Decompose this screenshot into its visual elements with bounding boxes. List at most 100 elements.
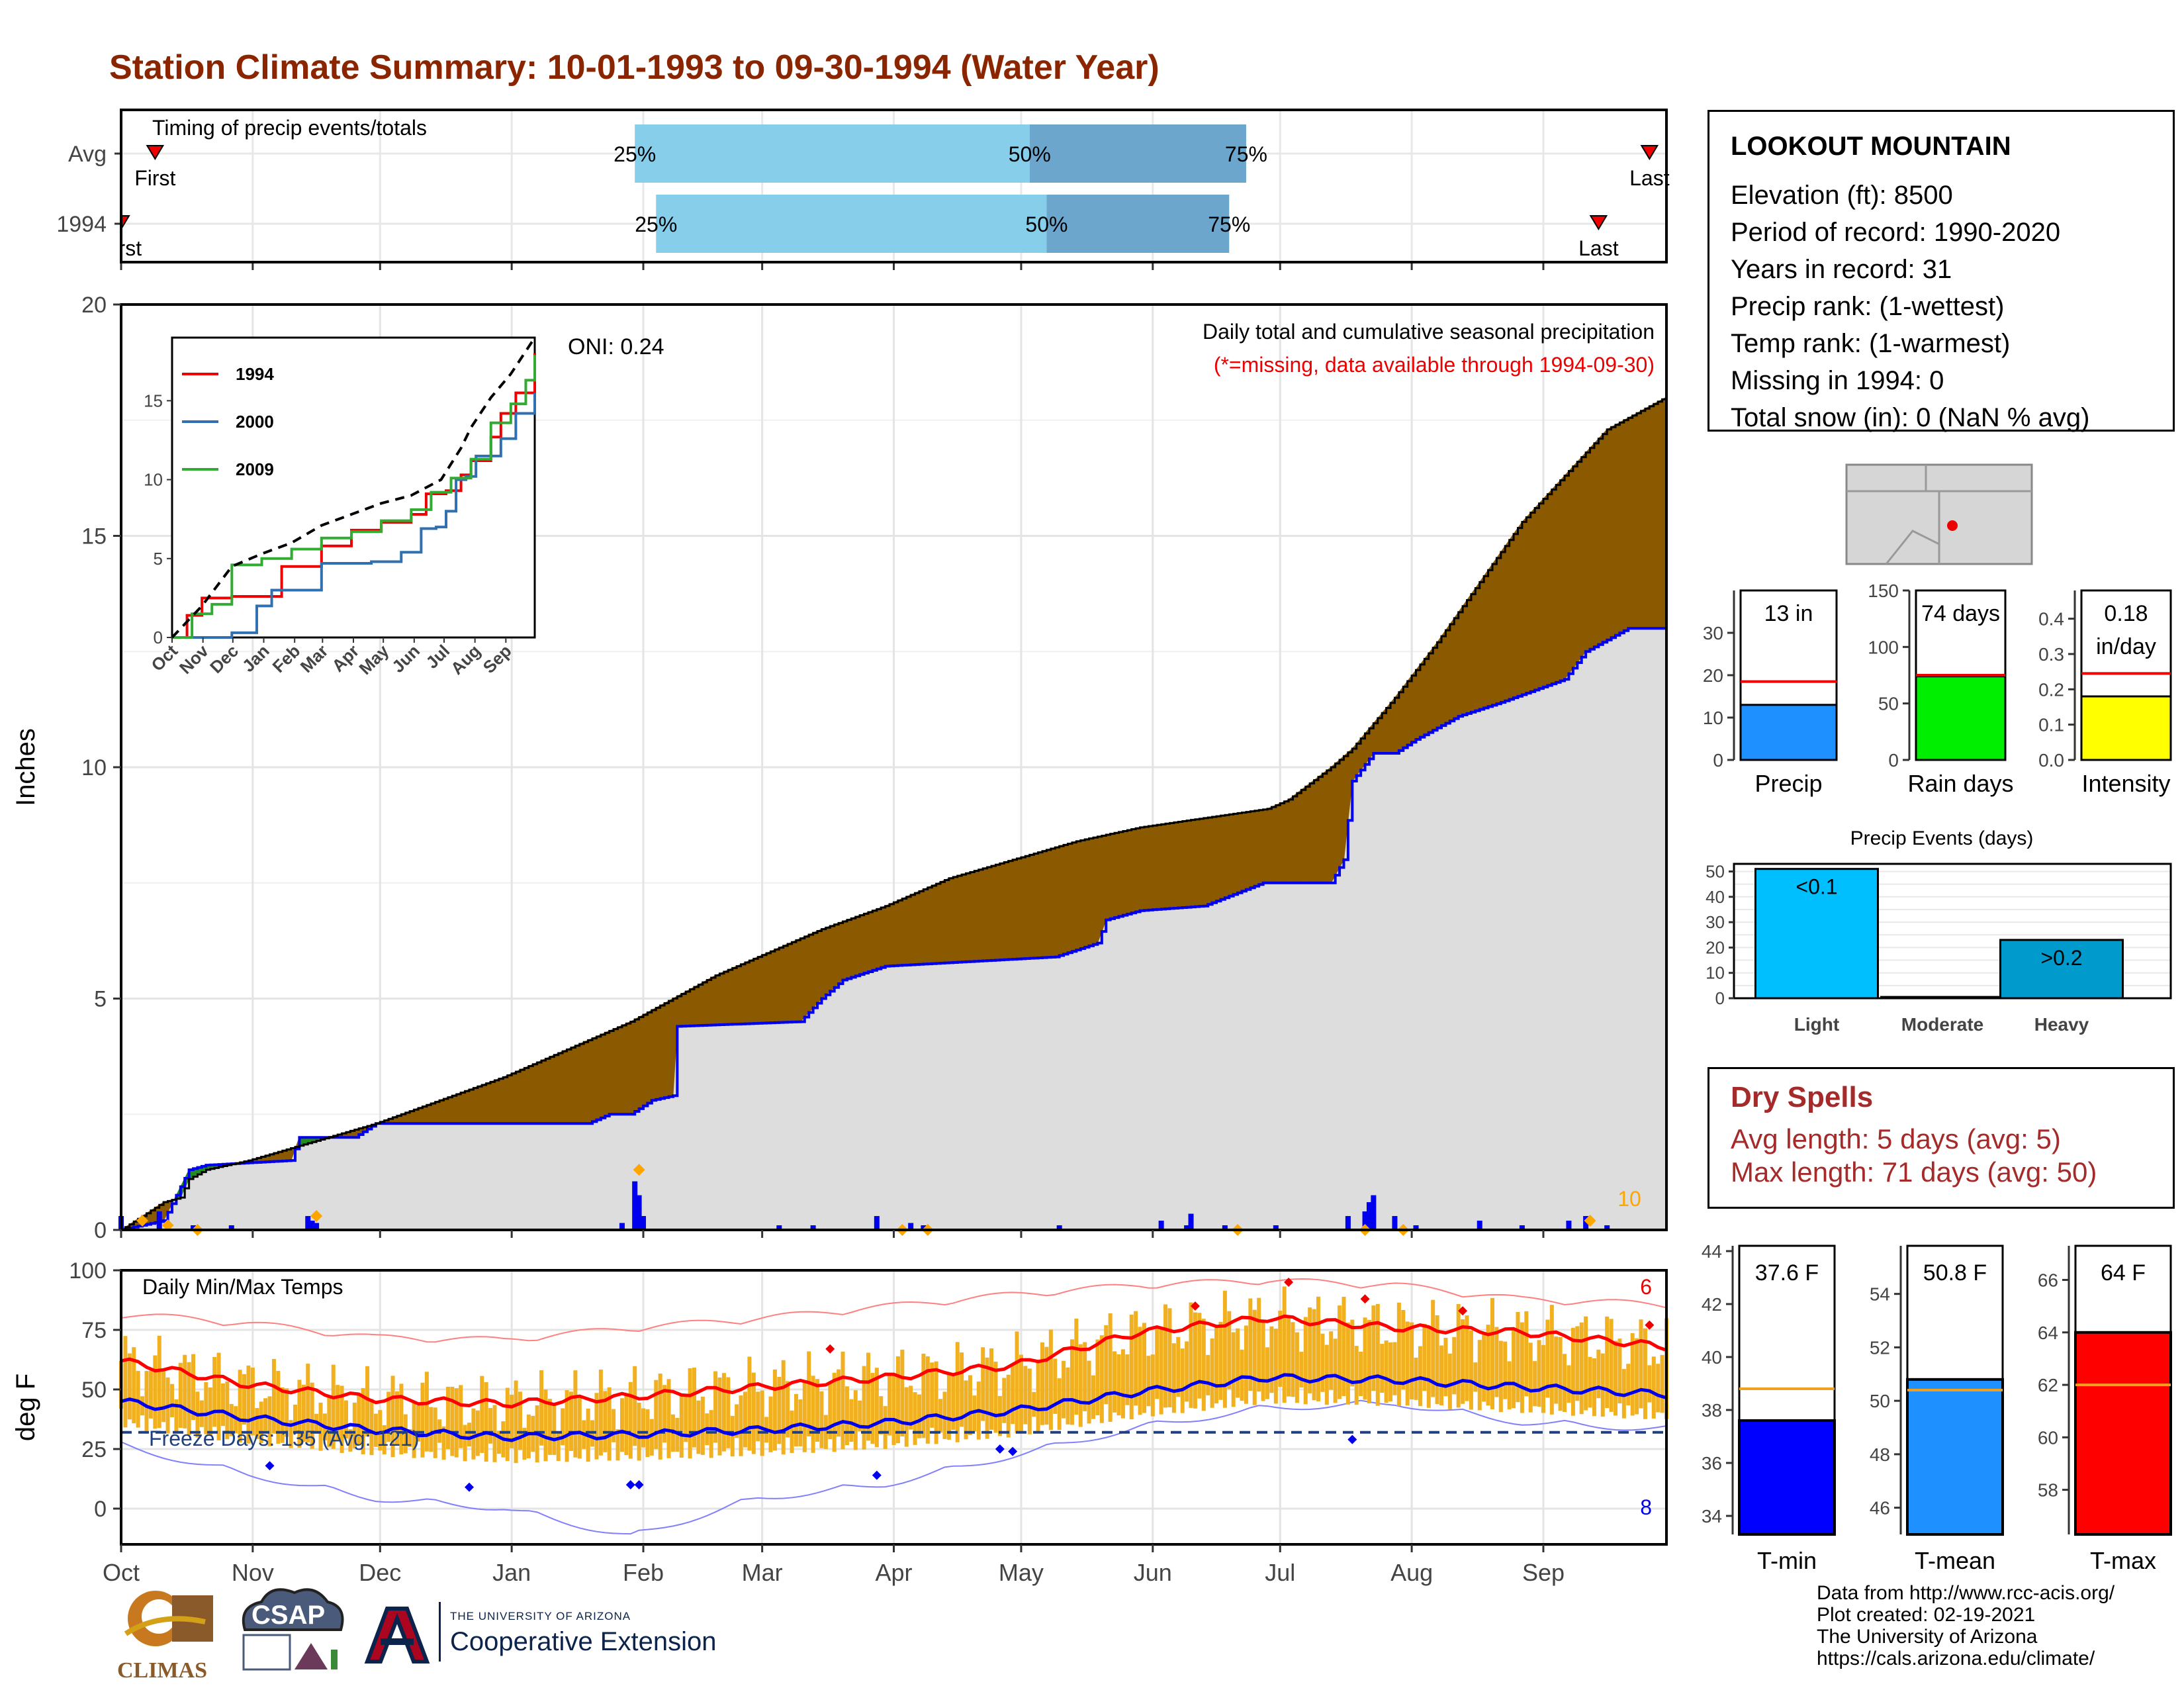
daily-temp-bar — [242, 1374, 247, 1425]
inset-legend-label: 2000 — [236, 412, 274, 432]
daily-temp-bar — [837, 1369, 841, 1437]
record-high-marker — [1360, 1294, 1370, 1304]
daily-temp-bar — [318, 1402, 323, 1451]
daily-precip-bar — [1371, 1195, 1377, 1230]
daily-temp-bar — [612, 1409, 616, 1442]
daily-temp-bar — [212, 1356, 217, 1427]
event-category-label: Moderate — [1901, 1014, 1983, 1035]
daily-temp-bar — [238, 1370, 242, 1443]
temp-summary-value-label: 50.8 F — [1923, 1260, 1987, 1286]
daily-temp-bar — [1588, 1356, 1592, 1408]
daily-temp-bar — [930, 1362, 934, 1428]
daily-temp-bar — [989, 1348, 994, 1430]
daily-temp-bar — [844, 1386, 849, 1446]
month-label: Jun — [1134, 1559, 1172, 1586]
freeze-days-label: Freeze Days: 135 (Avg: 121) — [149, 1427, 420, 1450]
timing-heading: Timing of precip events/totals — [152, 116, 427, 140]
temp-summary-ytick-label: 40 — [1702, 1347, 1722, 1368]
daily-precip-bar — [776, 1225, 782, 1230]
inset-ytick-label: 0 — [154, 628, 163, 647]
daily-temp-bar — [1201, 1319, 1206, 1411]
daily-temp-bar — [459, 1385, 463, 1448]
inset-legend-label: 2009 — [236, 459, 274, 479]
daily-temp-bar — [1214, 1325, 1219, 1404]
daily-precip-bar — [1477, 1221, 1482, 1230]
summary-value-label: in/day — [2096, 634, 2156, 659]
summary-ytick-label: 100 — [1868, 637, 1899, 657]
record-low-marker — [634, 1480, 644, 1489]
daily-temp-bar — [721, 1373, 726, 1452]
timing-row-label: 1994 — [56, 212, 107, 237]
daily-temp-bar — [870, 1373, 875, 1444]
daily-temp-bar — [1537, 1340, 1541, 1407]
daily-temp-bar — [1596, 1349, 1601, 1399]
daily-temp-bar — [136, 1370, 140, 1428]
daily-temp-bar — [420, 1382, 425, 1458]
daily-temp-bar — [1171, 1343, 1176, 1413]
oni-label: ONI: 0.24 — [568, 334, 664, 359]
temp-summary-ytick-label: 38 — [1702, 1400, 1722, 1421]
daily-temp-bar — [382, 1425, 387, 1455]
daily-temp-bar — [1320, 1333, 1325, 1392]
daily-temp-bar — [1282, 1286, 1287, 1403]
daily-temp-bar — [1524, 1311, 1529, 1397]
daily-temp-bar — [1125, 1354, 1130, 1405]
daily-temp-bar — [331, 1364, 336, 1449]
daily-precip-bar — [191, 1225, 197, 1230]
daily-temp-bar — [1120, 1349, 1125, 1419]
daily-temp-bar — [1630, 1333, 1635, 1416]
daily-temp-bar — [1273, 1329, 1278, 1404]
csap-logo-text: CSAP — [251, 1601, 326, 1630]
daily-temp-bar — [739, 1395, 743, 1456]
daily-temp-bar — [934, 1361, 938, 1444]
daily-temp-bar — [394, 1391, 399, 1444]
temp-ytick-label: 0 — [94, 1497, 107, 1522]
daily-temp-bar — [1494, 1327, 1499, 1397]
daily-precip-bar — [1366, 1202, 1372, 1230]
daily-temp-bar — [904, 1387, 909, 1447]
daily-temp-bar — [1180, 1348, 1185, 1413]
timing-q50-label: 50% — [1025, 212, 1068, 236]
daily-precip-bar — [908, 1223, 914, 1230]
daily-temp-bar — [1647, 1365, 1652, 1403]
station-name: LOOKOUT MOUNTAIN — [1731, 132, 2011, 161]
events-ytick-label: 30 — [1706, 912, 1725, 932]
record-low-marker — [872, 1470, 882, 1480]
daily-temp-bar — [1338, 1305, 1342, 1399]
daily-temp-bar — [1626, 1364, 1631, 1406]
daily-temp-bar — [424, 1372, 429, 1452]
daily-temp-bar — [1159, 1329, 1163, 1415]
daily-temp-bar — [993, 1362, 998, 1433]
daily-temp-bar — [1206, 1354, 1210, 1395]
daily-temp-bar — [1342, 1296, 1346, 1397]
missing-note: (*=missing, data available through 1994-… — [1214, 353, 1655, 377]
daily-temp-bar — [169, 1383, 174, 1417]
daily-temp-bar — [148, 1370, 153, 1419]
daily-temp-bar — [276, 1370, 281, 1444]
daily-temp-bar — [1006, 1374, 1011, 1438]
daily-temp-bar — [802, 1380, 807, 1452]
daily-temp-bar — [475, 1410, 480, 1456]
daily-temp-bar — [191, 1354, 196, 1421]
daily-temp-bar — [343, 1400, 348, 1438]
daily-temp-bar — [1516, 1311, 1520, 1403]
dry-spells-box: Dry Spells Avg length: 5 days (avg: 5) M… — [1707, 1067, 2175, 1209]
daily-temp-bar — [1074, 1319, 1079, 1415]
daily-temp-bar — [1295, 1332, 1299, 1403]
daily-temp-bar — [1287, 1316, 1291, 1397]
daily-temp-bar — [340, 1385, 344, 1453]
daily-temp-bar — [1023, 1366, 1028, 1425]
station-info-box: LOOKOUT MOUNTAIN Elevation (ft): 8500 Pe… — [1707, 110, 2175, 432]
daily-temp-bar — [666, 1379, 671, 1458]
daily-temp-bar — [204, 1382, 208, 1434]
daily-temp-bar — [140, 1396, 145, 1416]
month-label: Jul — [1265, 1559, 1295, 1586]
summary-bar-rain-days — [1915, 675, 2007, 761]
precip-ytick-label: 20 — [81, 293, 107, 318]
record-low-marker — [625, 1480, 635, 1489]
daily-temp-bar — [306, 1364, 310, 1442]
daily-temp-bar — [1210, 1338, 1214, 1408]
daily-precip-bar — [1392, 1216, 1398, 1230]
summary-ytick-label: 10 — [1703, 708, 1723, 728]
daily-temp-bar — [1563, 1354, 1567, 1413]
